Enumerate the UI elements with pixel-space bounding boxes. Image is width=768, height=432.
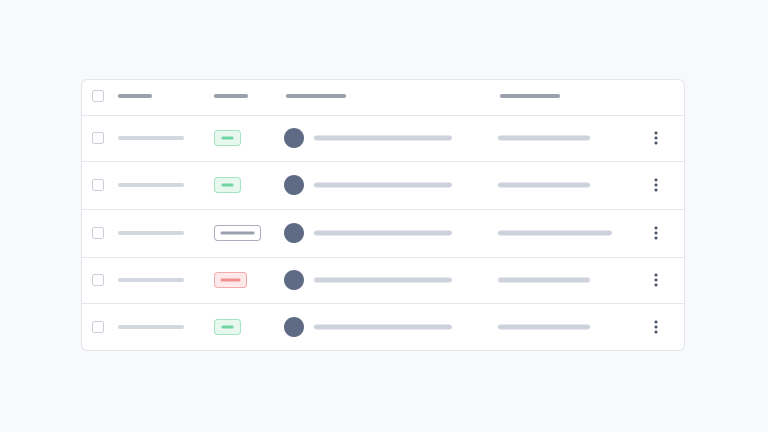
menu-dot [654, 283, 658, 287]
text-placeholder [314, 182, 452, 188]
text-placeholder [314, 324, 452, 330]
row-checkbox[interactable] [92, 179, 104, 191]
text-placeholder [314, 230, 452, 236]
avatar [284, 175, 304, 195]
header-placeholder [500, 94, 560, 98]
menu-dot [654, 325, 658, 329]
select-all-checkbox[interactable] [92, 90, 104, 102]
menu-dot [654, 278, 658, 282]
avatar [284, 270, 304, 290]
menu-dot [654, 188, 658, 192]
menu-dot [654, 273, 658, 277]
row-checkbox[interactable] [92, 321, 104, 333]
menu-dot [654, 136, 658, 140]
table-card [81, 79, 685, 351]
badge-placeholder [221, 183, 234, 187]
text-placeholder [118, 231, 184, 235]
row-menu[interactable] [654, 273, 658, 287]
row-menu[interactable] [654, 320, 658, 334]
row-menu[interactable] [654, 131, 658, 145]
menu-dot [654, 131, 658, 135]
table-rows [92, 128, 658, 337]
header-placeholder [286, 94, 346, 98]
menu-dot [654, 320, 658, 324]
row-menu[interactable] [654, 226, 658, 240]
card [81, 79, 685, 351]
text-placeholder [498, 182, 590, 188]
menu-dot [654, 231, 658, 235]
menu-dot [654, 141, 658, 145]
menu-dot [654, 178, 658, 182]
text-placeholder [314, 277, 452, 283]
avatar [284, 128, 304, 148]
menu-dot [654, 236, 658, 240]
badge-placeholder [220, 231, 255, 235]
text-placeholder [498, 277, 590, 283]
badge-placeholder [220, 278, 241, 282]
header-placeholder [214, 94, 248, 98]
badge-placeholder [221, 325, 234, 329]
row-menu[interactable] [654, 178, 658, 192]
row-checkbox[interactable] [92, 227, 104, 239]
text-placeholder [498, 230, 612, 236]
text-placeholder [498, 324, 590, 330]
text-placeholder [118, 278, 184, 282]
badge-placeholder [221, 136, 234, 140]
menu-dot [654, 330, 658, 334]
text-placeholder [314, 135, 452, 141]
avatar [284, 317, 304, 337]
row-checkbox[interactable] [92, 132, 104, 144]
text-placeholder [118, 183, 184, 187]
menu-dot [654, 226, 658, 230]
row-checkbox[interactable] [92, 274, 104, 286]
text-placeholder [118, 325, 184, 329]
menu-dot [654, 183, 658, 187]
header-placeholder [118, 94, 152, 98]
avatar [284, 223, 304, 243]
text-placeholder [498, 135, 590, 141]
text-placeholder [118, 136, 184, 140]
